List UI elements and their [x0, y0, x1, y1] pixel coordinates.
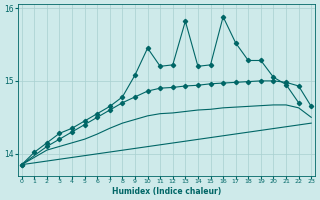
X-axis label: Humidex (Indice chaleur): Humidex (Indice chaleur)	[112, 187, 221, 196]
